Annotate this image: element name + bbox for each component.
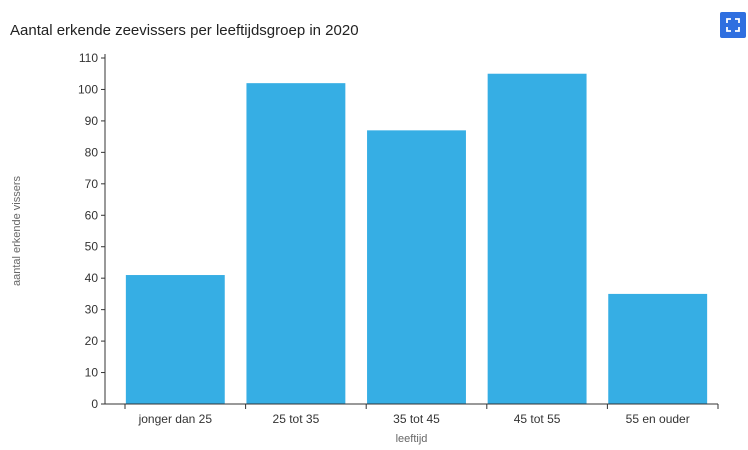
y-tick-label: 70 xyxy=(85,177,99,191)
y-tick-label: 50 xyxy=(85,240,99,254)
y-tick-label: 30 xyxy=(85,303,99,317)
y-tick-label: 90 xyxy=(85,114,99,128)
bar-1[interactable] xyxy=(246,83,345,404)
y-tick-label: 80 xyxy=(85,145,99,159)
y-tick-label: 110 xyxy=(79,51,98,65)
bar-2[interactable] xyxy=(367,130,466,404)
y-tick-label: 40 xyxy=(85,271,99,285)
x-tick-label: jonger dan 25 xyxy=(138,412,213,426)
x-axis-title: leeftijd xyxy=(396,433,428,445)
y-tick-label: 60 xyxy=(85,208,99,222)
bar-3[interactable] xyxy=(488,74,587,404)
y-tick-label: 0 xyxy=(91,397,98,411)
x-tick-label: 25 tot 35 xyxy=(273,412,320,426)
y-tick-label: 100 xyxy=(78,82,98,96)
y-tick-label: 20 xyxy=(85,334,99,348)
x-ticks-layer: jonger dan 25 25 tot 35 35 tot 45 45 tot 55… xyxy=(125,404,718,426)
bar-4[interactable] xyxy=(608,294,707,404)
bar-0[interactable] xyxy=(126,275,225,404)
x-tick-label: 55 en ouder xyxy=(626,412,690,426)
x-tick-label: 45 tot 55 xyxy=(514,412,561,426)
bars-layer xyxy=(126,74,707,404)
y-ticks-layer: 0 10 20 30 40 50 60 70 80 90 100 110 xyxy=(78,51,105,411)
x-tick-label: 35 tot 45 xyxy=(393,412,440,426)
y-axis-title: aantal erkende vissers xyxy=(11,175,23,286)
y-tick-label: 10 xyxy=(85,366,99,380)
